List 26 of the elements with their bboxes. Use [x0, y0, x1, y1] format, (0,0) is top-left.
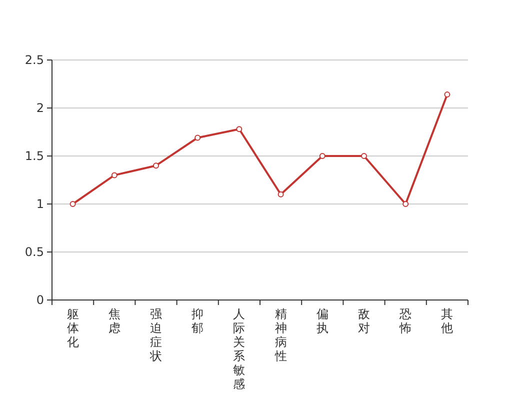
point — [319, 153, 326, 159]
x-tick-label: 恐怖 — [398, 307, 412, 335]
point — [278, 191, 284, 198]
x-tick-label: 躯体化 — [66, 307, 79, 349]
point — [194, 134, 201, 141]
y-tick-label: 1.5 — [24, 149, 44, 163]
y-tick-label: 0 — [36, 293, 44, 307]
x-tick-label: 人际关系敏感 — [233, 307, 246, 391]
point — [70, 201, 76, 207]
x-tick-label: 敌对 — [358, 307, 370, 335]
x-tick-label: 其他 — [441, 307, 454, 335]
point — [111, 172, 118, 178]
point — [361, 153, 367, 159]
x-tick-label: 焦虑 — [108, 307, 120, 335]
y-tick-label: 0.5 — [24, 245, 44, 259]
x-tick-label: 偏执 — [316, 307, 328, 335]
point — [153, 162, 159, 169]
x-tick-label: 抑郁 — [192, 307, 204, 335]
y-tick-label: 2 — [36, 101, 44, 115]
x-tick-label: 精神病性 — [274, 307, 287, 363]
point — [236, 126, 242, 132]
y-tick-label: 1 — [36, 197, 44, 211]
y-tick-label: 2.5 — [24, 53, 44, 67]
x-tick-label: 强迫症状 — [149, 307, 162, 363]
point — [402, 201, 409, 207]
point — [444, 92, 450, 98]
